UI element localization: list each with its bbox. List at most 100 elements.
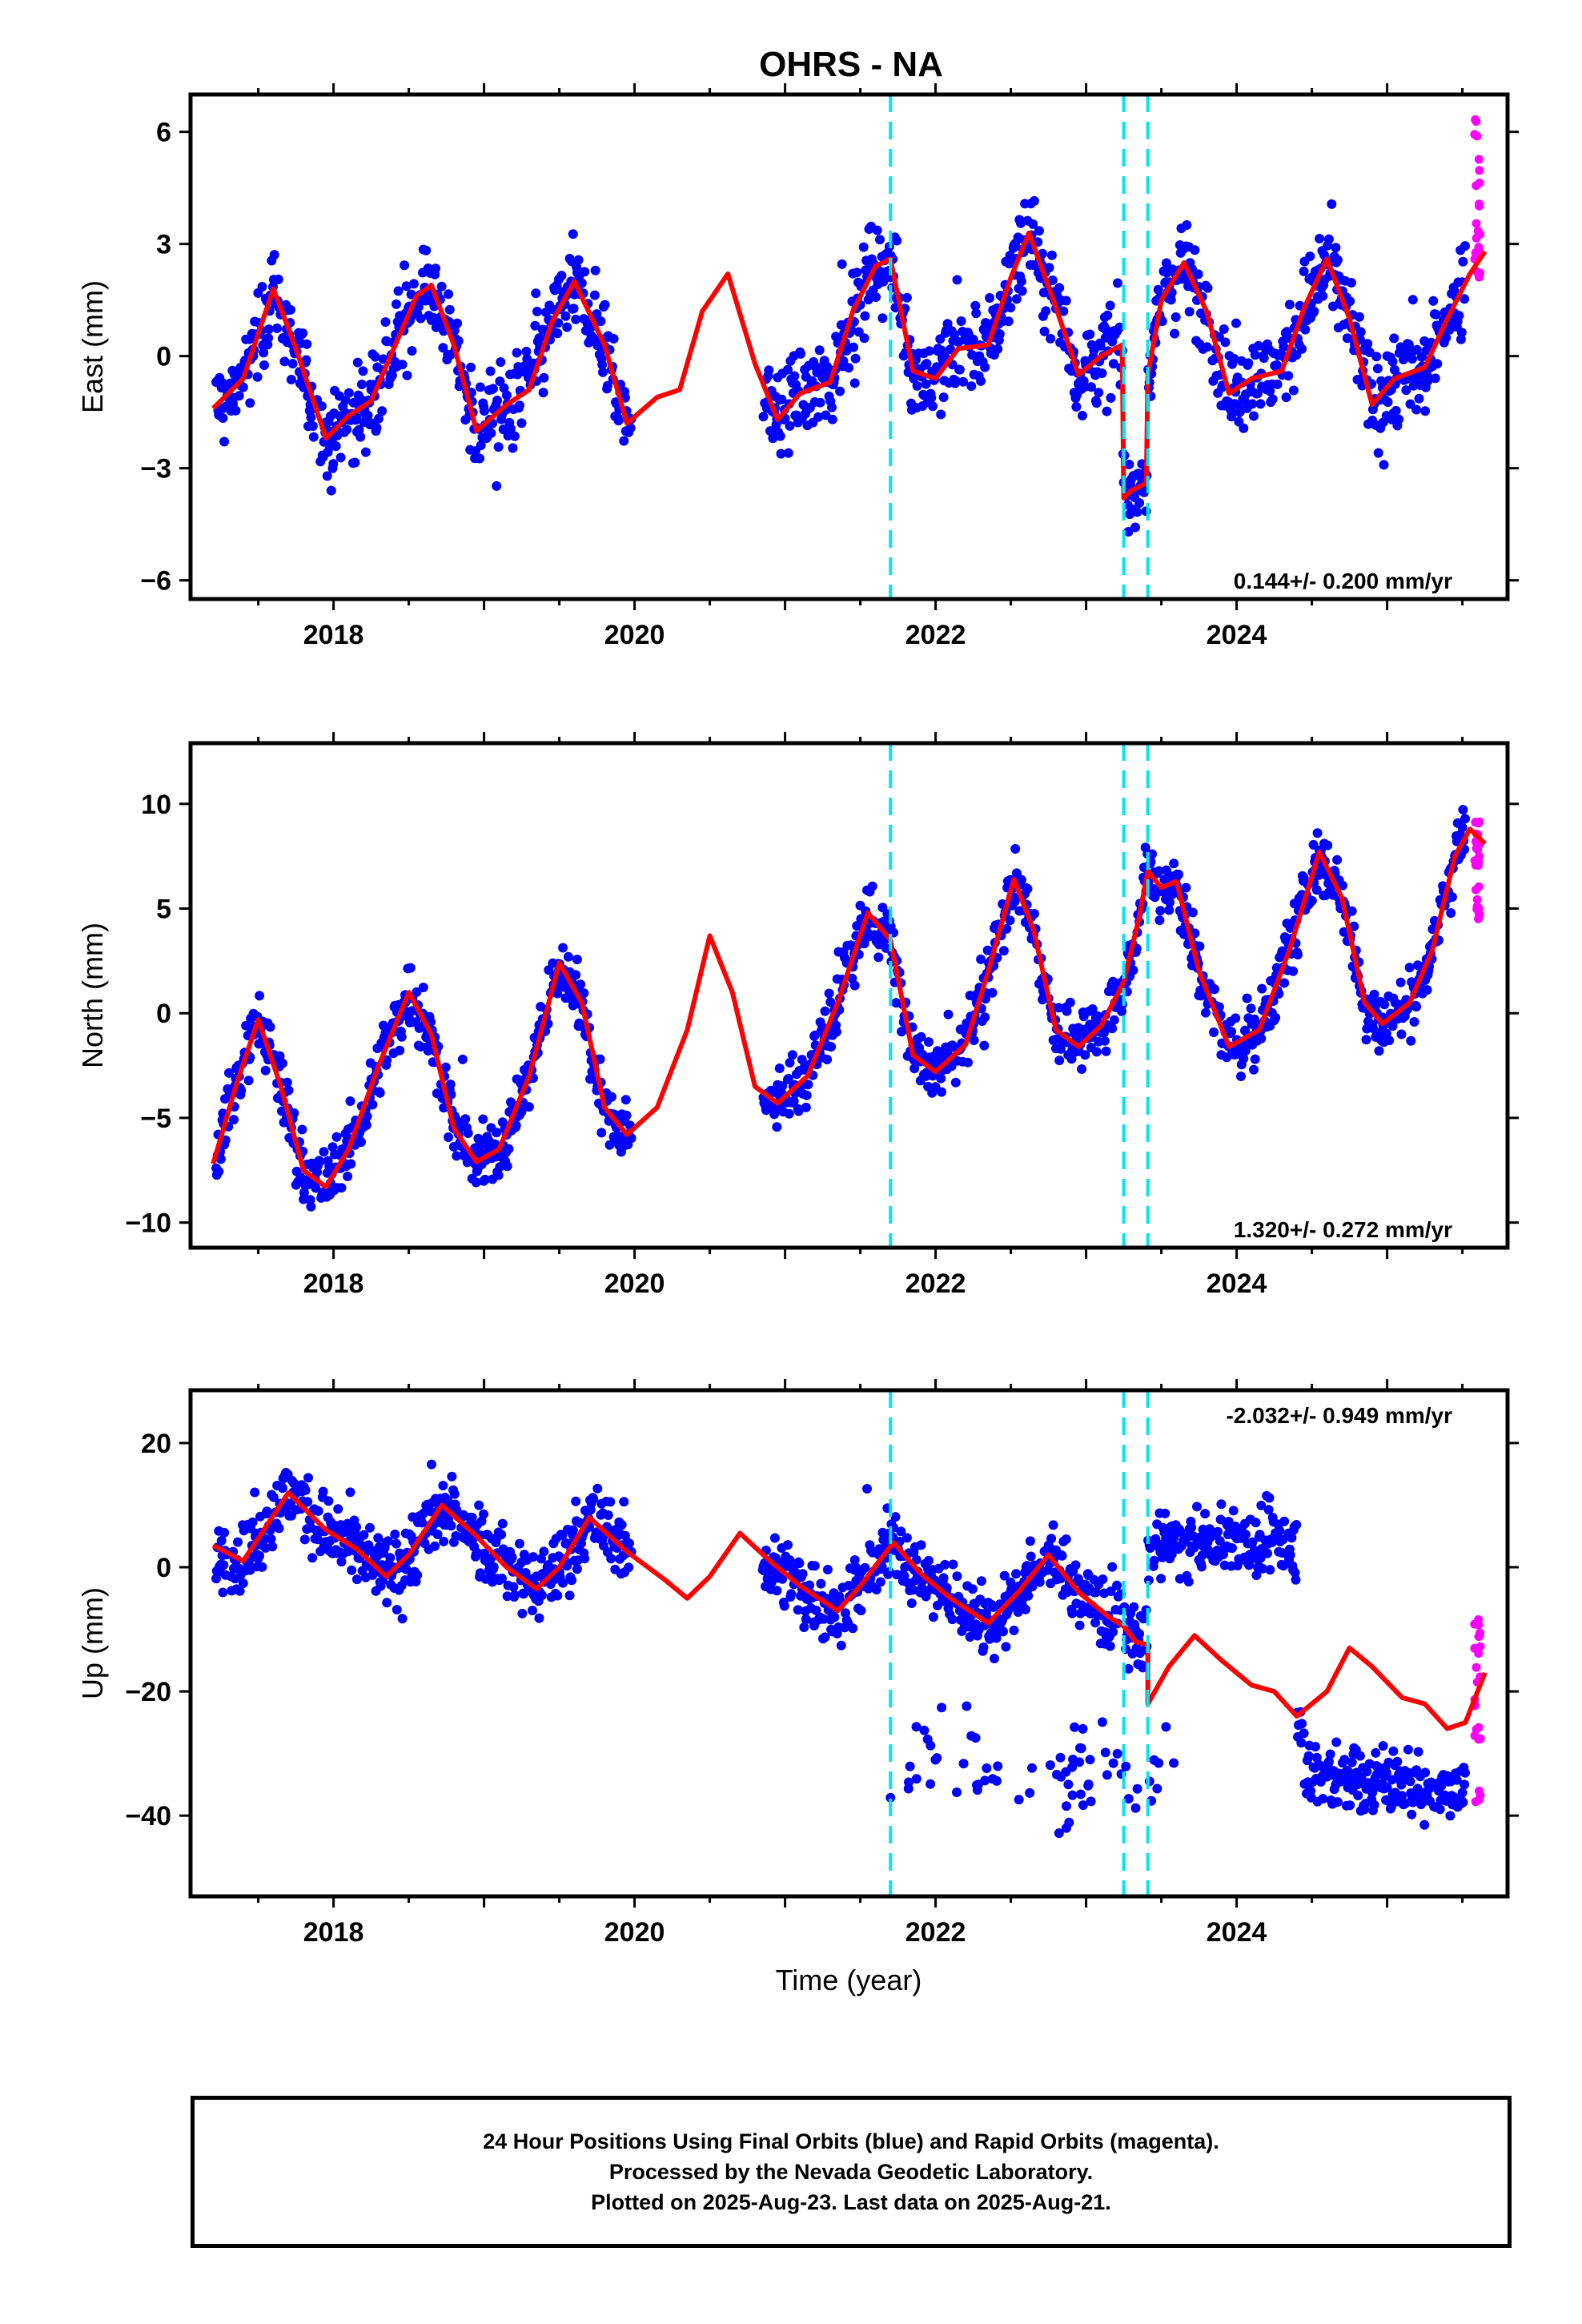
data-point [1249,1064,1259,1075]
data-point [311,1183,321,1193]
data-point [1070,1560,1081,1570]
data-point [976,954,986,964]
data-point [1391,405,1401,416]
data-point [471,1177,481,1188]
data-point [1130,1803,1141,1813]
data-point [335,452,346,463]
data-point [624,1562,634,1573]
data-point [1407,1809,1417,1819]
data-point [901,292,912,303]
data-point [1097,368,1107,379]
data-point [231,405,241,416]
data-point [850,353,861,364]
data-point [1192,1502,1202,1512]
data-point [875,1577,885,1587]
data-point [463,1128,473,1138]
data-point [497,1574,507,1583]
data-point [849,980,860,991]
data-point [1006,303,1016,313]
data-point [1147,849,1158,859]
x-tick-label: 2024 [1207,1269,1267,1299]
data-point [313,1506,323,1516]
data-point [777,1081,788,1092]
data-point [488,1562,499,1572]
y-tick-label: −5 [140,1104,171,1134]
data-point [765,426,775,436]
data-point [980,1012,990,1023]
data-point [343,1172,353,1181]
data-point [616,1520,627,1530]
data-point [1149,1555,1159,1566]
rapid-point [1475,166,1484,175]
data-point [417,1518,428,1528]
data-point [1363,339,1373,349]
data-point [785,420,795,431]
data-point [820,1006,830,1016]
data-point [1170,328,1180,339]
y-tick-label: −10 [125,1208,171,1239]
data-point [1080,1050,1090,1060]
data-point [265,1022,275,1032]
data-point [501,390,512,400]
data-point [391,1605,402,1614]
y-tick-label: −3 [140,454,171,485]
data-point [1023,1590,1034,1601]
data-point [936,409,946,420]
data-point [1258,1563,1267,1574]
data-point [603,1510,613,1520]
data-point [1420,1767,1431,1778]
data-point [801,1102,811,1112]
data-point [1216,1499,1227,1510]
data-point [1095,340,1106,351]
x-tick-label: 2020 [604,1917,665,1948]
data-point [1399,355,1408,364]
data-point [1079,382,1090,392]
data-point [373,1533,383,1543]
data-point [1420,406,1431,416]
data-point [859,939,869,949]
data-point [436,281,447,292]
data-point [921,359,932,369]
x-tick-label: 2022 [905,1917,966,1948]
data-point [1318,1794,1328,1804]
data-point [1038,248,1048,259]
data-point [952,1571,962,1582]
data-point [1112,1580,1122,1590]
data-point [268,1492,279,1502]
data-point [1004,259,1014,269]
data-point [312,1534,323,1545]
data-point [1249,411,1259,421]
data-point [911,1554,921,1565]
data-point [973,1779,983,1790]
data-point [1240,1530,1251,1540]
data-point [510,431,520,441]
plot-frame [188,741,1510,1250]
data-point [1413,1747,1423,1757]
data-point [924,346,934,356]
data-point [567,1575,577,1586]
data-point [352,357,363,368]
data-point [351,1574,362,1585]
data-point [844,363,854,373]
data-point [952,1787,962,1797]
data-point [1141,1605,1151,1615]
data-point [374,413,383,424]
data-point [982,1763,992,1773]
data-point [1242,993,1252,1003]
data-point [829,1612,840,1622]
data-point [853,327,864,337]
data-point [579,988,589,999]
data-point [1382,1783,1392,1793]
data-point [432,1530,443,1539]
data-point [926,392,937,403]
data-point [552,1590,563,1601]
data-point [873,952,884,963]
data-point [1369,1799,1379,1810]
data-point [277,1058,287,1068]
data-point [1305,251,1315,262]
x-tick-label: 2018 [303,1917,364,1948]
data-point [466,362,476,372]
data-point [250,1487,260,1498]
data-point [1323,234,1334,244]
rate-label: 0.144+/- 0.200 mm/yr [1234,569,1452,593]
